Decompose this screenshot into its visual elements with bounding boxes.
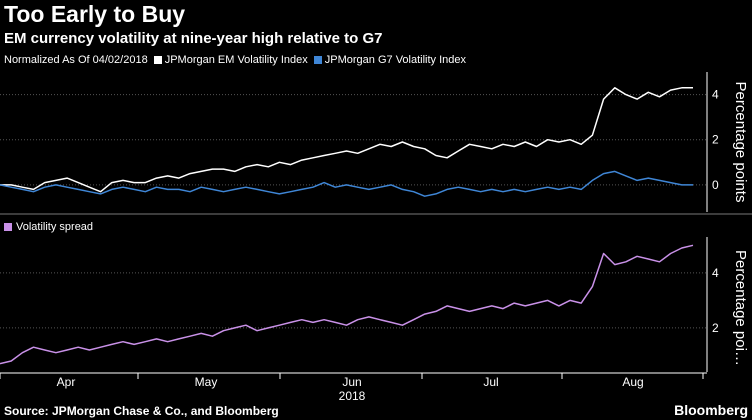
- legend-item-g7: JPMorgan G7 Volatility Index: [308, 54, 466, 66]
- y-tick-label: 2: [712, 321, 719, 335]
- series-line-em: [0, 87, 693, 193]
- legend-top: Normalized As Of 04/02/2018 JPMorgan EM …: [4, 54, 466, 66]
- chart-title: Too Early to Buy: [4, 1, 186, 27]
- bloomberg-logo: Bloomberg: [674, 402, 748, 418]
- source-note: Source: JPMorgan Chase & Co., and Bloomb…: [4, 404, 279, 418]
- legend-spread-label: Volatility spread: [16, 221, 94, 233]
- legend-swatch-spread: [4, 223, 12, 231]
- legend-g7-label: JPMorgan G7 Volatility Index: [324, 54, 467, 66]
- legend-em-label: JPMorgan EM Volatility Index: [164, 54, 308, 66]
- x-tick-label: Jun: [342, 375, 361, 389]
- y-tick-label: 0: [712, 178, 719, 192]
- x-tick-label: May: [195, 375, 218, 389]
- x-tick-label: Aug: [622, 375, 643, 389]
- series-line-spread: [0, 244, 694, 365]
- legend-swatch-em: [153, 56, 162, 64]
- y-tick-label: 4: [712, 88, 719, 102]
- series-line-g7: [0, 170, 693, 197]
- y-axis-title: Percentage poi…: [732, 250, 749, 366]
- legend-bottom: Volatility spread: [4, 221, 93, 233]
- y-tick-label: 2: [712, 133, 719, 147]
- x-tick-label: Jul: [483, 375, 498, 389]
- y-tick-label: 4: [712, 266, 719, 280]
- x-tick-label: Apr: [57, 375, 76, 389]
- legend-item-em: JPMorgan EM Volatility Index: [148, 54, 308, 66]
- legend-swatch-g7: [313, 56, 322, 64]
- legend-normalized-label: Normalized As Of 04/02/2018: [4, 54, 148, 66]
- chart-subtitle: EM currency volatility at nine-year high…: [4, 30, 383, 47]
- x-year-label: 2018: [339, 389, 366, 403]
- y-axis-title: Percentage points: [732, 82, 749, 203]
